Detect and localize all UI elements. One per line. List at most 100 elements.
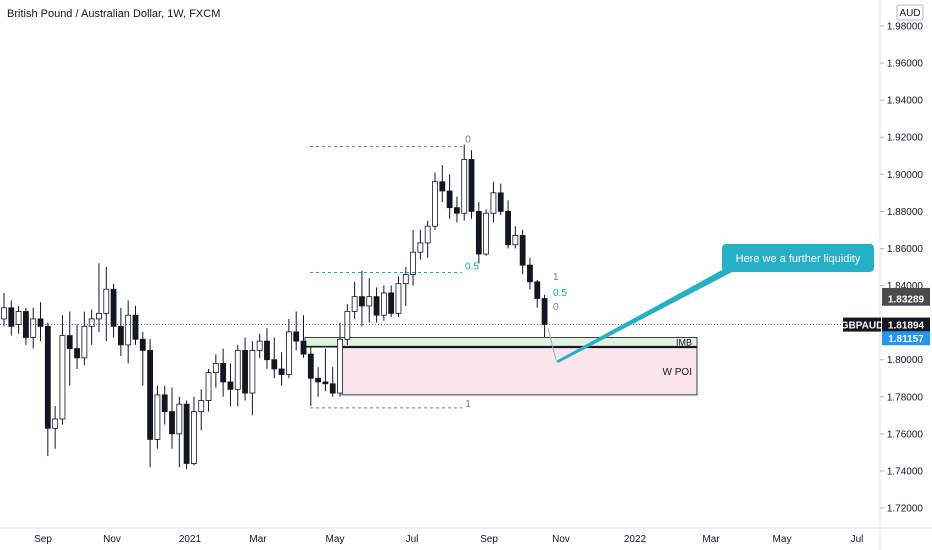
candle — [74, 324, 80, 369]
candle-body-down — [300, 340, 307, 355]
candle — [103, 267, 110, 342]
candle — [468, 150, 475, 219]
zone-layer: IMB W POI — [304, 337, 698, 396]
candle — [132, 305, 139, 345]
price-scale[interactable]: 1.98000 1.96000 1.94000 1.92000 1.90000 1.880… — [880, 22, 923, 515]
candle-body-down — [454, 207, 460, 214]
candle — [505, 200, 511, 249]
y-tick-label: 1.76000 — [887, 429, 924, 440]
candle-body-up — [103, 288, 110, 314]
candle-body-down — [446, 190, 453, 209]
imb-zone — [304, 337, 698, 348]
symbol-label: GBPAUD — [841, 317, 883, 332]
fib-level-05-label: 0.5 — [465, 262, 479, 273]
candle-body-down — [475, 210, 482, 255]
candle — [183, 400, 190, 470]
x-tick-label: Nov — [552, 534, 570, 545]
candle — [388, 285, 395, 318]
candle-body-down — [329, 383, 336, 394]
candle-body-up — [337, 338, 343, 394]
candle-body-down — [66, 335, 73, 349]
candle — [293, 311, 300, 351]
candle — [490, 181, 497, 223]
candle — [417, 229, 424, 260]
candle-body-up — [380, 292, 387, 316]
candle-body-down — [322, 381, 329, 385]
candle — [373, 287, 380, 323]
price-label-2-bg — [882, 291, 930, 306]
candle — [52, 406, 59, 449]
candle-body-up — [59, 335, 66, 420]
candle — [249, 341, 256, 416]
candle — [96, 263, 102, 332]
fib-level-0-label: 0 — [465, 135, 471, 146]
candle-body-up — [1, 307, 7, 320]
candle — [44, 322, 51, 457]
candle-body-up — [395, 283, 402, 314]
candle — [519, 229, 526, 275]
candle — [15, 305, 22, 334]
price-label-4-text: 1.81157 — [888, 334, 924, 345]
candle — [139, 331, 146, 386]
annotation-layer: 0 0.5 1 1 0.5 0 Here we a further liquidity — [0, 135, 880, 410]
candle — [117, 307, 124, 356]
candle-body-down — [242, 350, 248, 394]
callout-text: Here we a further liquidity — [736, 253, 861, 265]
candle-body-up — [249, 350, 256, 394]
candle — [30, 307, 37, 349]
candle — [483, 209, 490, 256]
candle — [110, 283, 117, 338]
candle — [534, 279, 541, 308]
candle — [329, 367, 336, 397]
x-tick-label: May — [773, 534, 792, 545]
candle — [359, 270, 365, 327]
candle-body-up — [81, 325, 88, 359]
candle — [395, 276, 402, 318]
candle — [344, 304, 351, 345]
callout-pointer — [556, 270, 736, 363]
candle-body-up — [234, 350, 241, 390]
candle-body-down — [161, 394, 168, 412]
candle-body-up — [402, 274, 409, 285]
candle-body-down — [315, 377, 322, 383]
candle — [227, 363, 234, 407]
y-tick-label: 1.80000 — [887, 355, 924, 366]
candle — [147, 339, 154, 468]
y-tick-label: 1.92000 — [887, 133, 924, 144]
candle — [410, 229, 416, 286]
y-tick-label: 1.90000 — [887, 170, 924, 181]
candle-body-down — [271, 359, 278, 370]
candle — [198, 389, 205, 431]
candle — [234, 344, 241, 407]
candle — [322, 348, 329, 392]
x-tick-label: Mar — [702, 534, 720, 545]
candle-body-up — [490, 192, 497, 214]
x-tick-label: 2022 — [624, 534, 647, 545]
candle-body-up — [154, 394, 161, 440]
y-tick-label: 1.88000 — [887, 207, 924, 218]
candle-body-up — [52, 418, 59, 429]
y-tick-label: 1.78000 — [887, 392, 924, 403]
candle — [351, 281, 358, 319]
candle-body-down — [541, 298, 548, 325]
candle-body-down — [534, 281, 541, 299]
small-fib-label-05: 0.5 — [553, 288, 567, 299]
candle — [191, 396, 197, 466]
currency-label: AUD — [899, 8, 920, 19]
candle — [337, 322, 343, 397]
candle-body-down — [183, 403, 190, 464]
candle-body-down — [37, 318, 44, 327]
candle-body-down — [139, 338, 146, 351]
candle-body-up — [351, 296, 358, 312]
candle — [439, 165, 446, 203]
y-tick-label: 1.72000 — [887, 504, 924, 515]
candle-body-up — [198, 400, 205, 413]
candle — [366, 278, 373, 323]
time-scale[interactable]: Sep Nov 2021 Mar May Jul Sep Nov 2022 Mar May Jul — [34, 534, 863, 545]
candle-body-up — [432, 181, 438, 227]
callout-bubble — [722, 244, 874, 272]
candle-body-down — [505, 210, 511, 246]
currency-badge[interactable]: AUD — [896, 4, 924, 21]
candle-body-up — [125, 314, 132, 346]
